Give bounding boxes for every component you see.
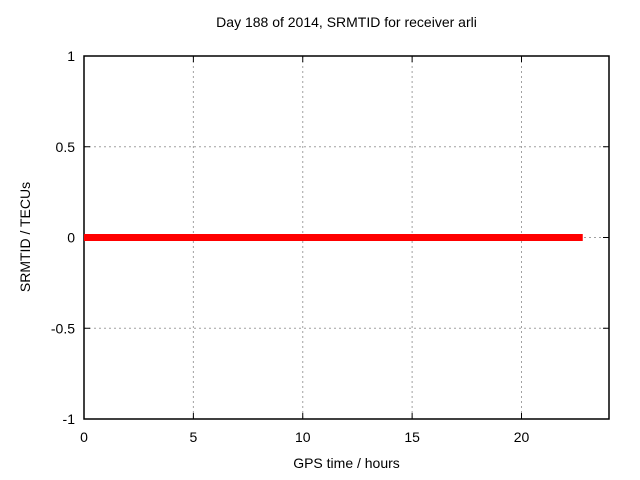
y-tick-label: 0: [67, 230, 75, 246]
x-tick-label: 5: [189, 429, 197, 445]
x-axis-label: GPS time / hours: [293, 455, 400, 471]
x-tick-label: 0: [80, 429, 88, 445]
y-tick-label: 0.5: [56, 139, 76, 155]
x-tick-label: 20: [514, 429, 530, 445]
y-tick-label: -0.5: [51, 320, 75, 336]
x-tick-label: 10: [295, 429, 311, 445]
x-tick-label: 15: [404, 429, 420, 445]
y-tick-label: -1: [63, 411, 76, 427]
chart-title: Day 188 of 2014, SRMTID for receiver arl…: [216, 14, 477, 30]
y-tick-label: 1: [67, 48, 75, 64]
